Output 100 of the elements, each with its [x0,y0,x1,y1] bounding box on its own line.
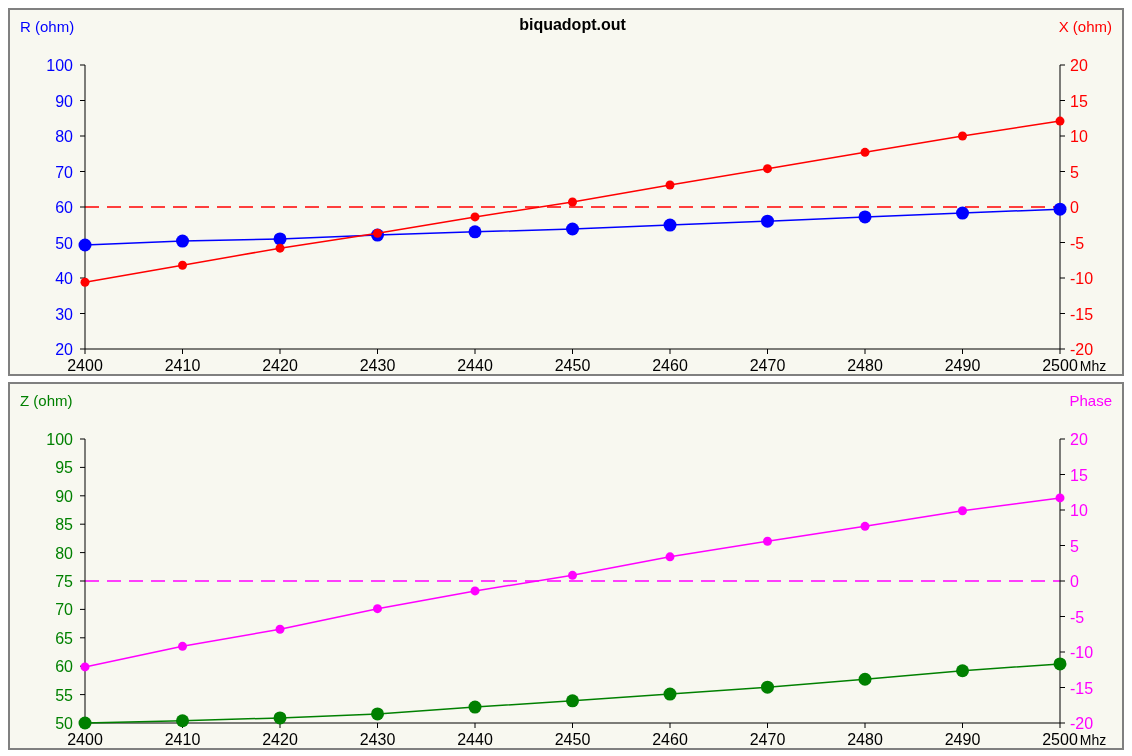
y-tick-label: 80 [55,128,74,145]
y2-tick-label: 5 [1070,537,1079,555]
x-tick-label: 2430 [359,357,396,374]
point [1055,116,1065,126]
y2-tick-label: 20 [1070,431,1088,448]
y2-tick-label: -15 [1070,679,1094,697]
point [763,164,772,174]
point [273,711,287,725]
point [470,586,480,596]
point [373,604,382,614]
y2-tick-label: 0 [1070,199,1079,216]
point [176,234,189,248]
y-tick-label: 90 [55,487,74,505]
y2-tick-label: 10 [1070,128,1088,145]
x-tick-label: 2420 [262,731,298,748]
y-tick-label: 20 [55,341,74,358]
point [566,694,579,708]
y-tick-label: 60 [55,199,74,216]
x-tick-label: 2500 [1042,731,1078,748]
point [176,714,189,728]
y-tick-label: 65 [55,629,74,647]
point [860,147,870,157]
point [178,260,187,270]
x-tick-label: 2500 [1042,357,1078,374]
y2-tick-label: -20 [1070,341,1094,358]
x-tick-label: 2440 [457,731,493,748]
point [371,707,384,721]
y2-tick-label: -20 [1070,715,1094,732]
point [956,664,969,678]
x-tick-label: 2400 [67,357,103,374]
point [468,700,482,714]
y2-tick-label: -15 [1070,305,1094,323]
y-tick-label: 100 [46,57,74,74]
y2-tick-label: 10 [1070,502,1088,519]
point [665,180,675,190]
y-tick-label: 85 [55,516,74,534]
y2-tick-label: 20 [1070,57,1088,74]
y-axis-title: R (ohm) [20,18,75,35]
y-tick-label: 55 [55,686,74,704]
x-tick-label: 2460 [652,357,688,374]
y2-axis-title: Phase [1069,392,1112,409]
point [958,131,967,141]
x-tick-label: 2440 [457,357,493,374]
x-tick-label: 2420 [262,357,298,374]
point [1053,202,1067,216]
y2-tick-label: 15 [1070,92,1088,110]
x-tick-label: 2470 [749,357,786,374]
point [78,716,92,730]
point [275,243,285,253]
chart-title: biquadopt.out [519,16,627,33]
point [568,197,577,207]
point [761,214,774,228]
point [566,222,579,236]
point [663,687,677,701]
x-tick-label: 2410 [164,357,201,374]
point [763,536,772,546]
point [858,210,872,224]
x-tick-label: 2430 [359,731,396,748]
point [78,238,92,252]
y2-tick-label: -5 [1070,608,1085,626]
y2-axis-title: X (ohm) [1058,18,1112,35]
x-tick-label: 2480 [847,731,883,748]
point [468,225,482,239]
point [858,672,872,686]
point [275,624,285,634]
x-tick-label: 2450 [554,731,591,748]
y-tick-label: 75 [55,573,74,590]
x-tick-label: 2490 [944,357,981,374]
y-tick-label: 90 [55,92,74,110]
x-tick-label: 2450 [554,357,591,374]
y2-tick-label: -10 [1070,270,1094,287]
point [956,206,969,220]
y-tick-label: 60 [55,658,74,676]
y2-tick-label: -5 [1070,234,1085,252]
y-tick-label: 50 [55,715,74,732]
point [273,232,287,246]
point [860,521,870,531]
point [80,662,90,672]
y-tick-label: 40 [55,270,74,287]
x-tick-label: 2410 [164,731,201,748]
x-tick-label: 2470 [749,731,786,748]
point [663,218,677,232]
x-tick-label: 2460 [652,731,688,748]
x-tick-label: 2400 [67,731,103,748]
y-tick-label: 80 [55,544,74,562]
point [1055,493,1065,503]
point [665,552,675,562]
x-tick-label: 2490 [944,731,981,748]
point [470,212,480,222]
y2-tick-label: 0 [1070,573,1079,590]
y2-tick-label: 5 [1070,163,1079,181]
x-axis-title: Mhz [1079,732,1107,748]
y-tick-label: 70 [55,163,74,181]
x-tick-label: 2480 [847,357,883,374]
y-tick-label: 70 [55,601,74,619]
point [568,570,577,580]
y-tick-label: 100 [46,431,74,448]
point [1053,657,1067,671]
y-axis-title: Z (ohm) [20,392,73,409]
y2-tick-label: -10 [1070,644,1094,661]
